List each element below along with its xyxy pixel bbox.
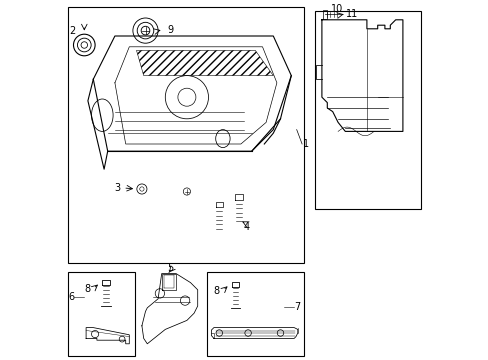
Text: 5: 5 — [167, 263, 173, 273]
Bar — [68, 272, 134, 356]
Text: 10: 10 — [330, 4, 343, 14]
Text: 2: 2 — [69, 26, 75, 36]
Text: 3: 3 — [115, 183, 121, 193]
Text: 1: 1 — [302, 139, 308, 149]
Text: 4: 4 — [243, 222, 249, 232]
Text: 8: 8 — [84, 284, 90, 294]
Text: 9: 9 — [167, 24, 173, 35]
Bar — [206, 272, 303, 356]
Text: 7: 7 — [294, 302, 300, 312]
Bar — [68, 7, 303, 263]
Text: 8: 8 — [213, 285, 220, 296]
Text: 6: 6 — [68, 292, 74, 302]
Text: 11: 11 — [346, 9, 358, 19]
Bar — [314, 11, 420, 209]
